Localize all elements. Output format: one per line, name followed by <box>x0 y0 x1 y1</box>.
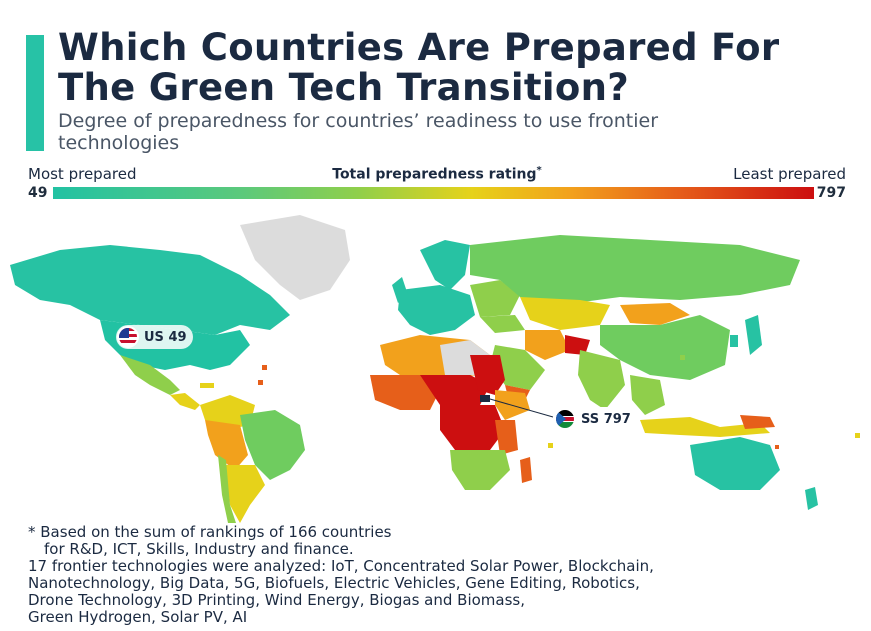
south-sudan-flag-icon <box>554 408 576 430</box>
footnote-line-5: Drone Technology, 3D Printing, Wind Ener… <box>28 591 525 609</box>
page-subtitle: Degree of preparedness for countries’ re… <box>58 110 659 154</box>
korea <box>730 335 738 347</box>
peru-bolivia <box>205 420 248 470</box>
sahel <box>420 375 490 405</box>
us-callout: US 49 <box>116 325 193 349</box>
legend-title-text: Total preparedness rating <box>332 166 537 183</box>
footnote-line-3: 17 frontier technologies were analyzed: … <box>28 557 654 575</box>
mexico <box>120 355 180 395</box>
footnote: * Based on the sum of rankings of 166 co… <box>28 524 858 626</box>
scale-min-value: 49 <box>28 185 48 201</box>
greenland <box>240 215 350 300</box>
india <box>578 350 625 410</box>
caribbean <box>200 383 214 388</box>
east-africa <box>495 420 518 455</box>
indonesia <box>640 417 770 437</box>
sudan-region <box>470 355 505 395</box>
legend-least-label: Least prepared <box>733 165 846 183</box>
central-africa <box>440 405 505 450</box>
south-sudan-highlight <box>480 395 490 402</box>
eastern-europe <box>470 280 520 317</box>
afghanistan <box>565 335 590 355</box>
australia <box>690 437 780 490</box>
world-map <box>10 215 860 523</box>
legend-footnote-marker: * <box>536 165 542 176</box>
us-flag-icon <box>117 326 139 348</box>
accent-bar <box>26 35 44 151</box>
russia <box>470 235 800 305</box>
madagascar <box>520 457 532 483</box>
japan <box>745 315 762 355</box>
footnote-line-6: Green Hydrogen, Solar PV, AI <box>28 608 248 626</box>
footnote-line-4: Nanotechnology, Big Data, 5G, Biofuels, … <box>28 574 640 592</box>
papua <box>740 415 775 429</box>
brazil <box>240 410 305 480</box>
legend-labels: Most prepared Total preparedness rating*… <box>28 163 846 183</box>
ss-callout: SS 797 <box>553 407 637 431</box>
southeast-asia <box>630 375 665 415</box>
color-scale: 49 797 <box>28 185 846 201</box>
china <box>600 315 730 380</box>
ss-leader-line <box>489 398 554 418</box>
turkey <box>480 315 525 333</box>
chile-strip <box>218 455 236 523</box>
western-europe <box>398 285 475 335</box>
scale-max-value: 797 <box>816 185 846 201</box>
us-callout-code: US <box>144 329 164 345</box>
legend-most-label: Most prepared <box>28 165 137 183</box>
canada <box>10 245 290 335</box>
footnote-line-2: for R&D, ICT, Skills, Industry and finan… <box>44 540 354 558</box>
kazakhstan <box>520 297 610 330</box>
argentina-chile <box>225 465 265 523</box>
footnote-line-1: * Based on the sum of rankings of 166 co… <box>28 523 392 541</box>
ss-callout-value: 797 <box>603 411 631 427</box>
southern-africa <box>450 450 510 490</box>
ss-callout-code: SS <box>581 411 600 427</box>
us-callout-value: 49 <box>168 329 187 345</box>
west-africa <box>370 375 440 410</box>
uk-ireland <box>392 277 408 303</box>
scandinavia <box>420 240 470 290</box>
new-zealand <box>805 487 818 510</box>
scale-gradient-bar <box>53 187 814 199</box>
legend-title: Total preparedness rating* <box>28 165 846 183</box>
page-title: Which Countries Are Prepared For The Gre… <box>58 26 780 109</box>
mongolia <box>620 303 690 325</box>
central-america <box>170 393 200 410</box>
iran <box>525 330 570 360</box>
